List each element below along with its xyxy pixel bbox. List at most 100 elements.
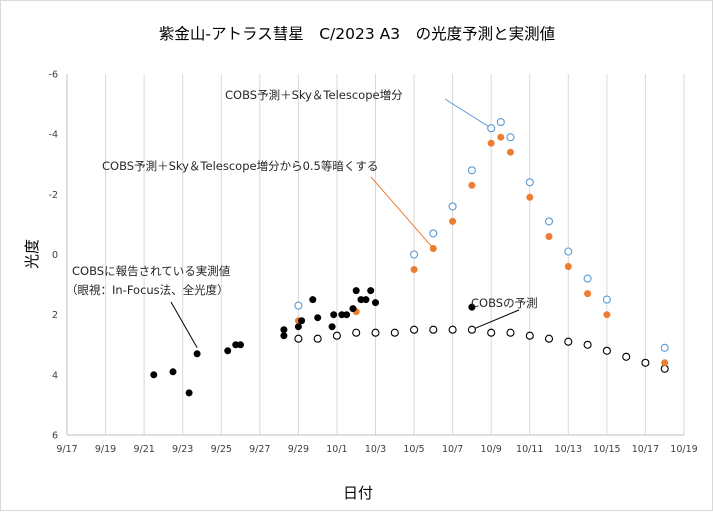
x-tick-label: 10/17 xyxy=(632,444,659,455)
annotation-st-increment-minus-half: COBS予測＋Sky＆Telescope増分から0.5等暗くする xyxy=(102,159,378,173)
x-axis-title: 日付 xyxy=(343,484,373,502)
x-tick-label: 10/3 xyxy=(365,444,386,455)
data-point xyxy=(429,325,438,334)
data-point xyxy=(313,334,322,343)
data-point xyxy=(237,341,245,349)
data-point xyxy=(367,287,375,295)
data-point xyxy=(314,314,322,322)
data-point xyxy=(330,311,338,319)
data-point xyxy=(506,328,515,337)
data-point xyxy=(410,265,418,273)
data-point xyxy=(487,328,496,337)
data-point xyxy=(294,334,303,343)
data-point xyxy=(169,368,177,376)
x-tick-label: 9/21 xyxy=(133,444,154,455)
data-point xyxy=(496,118,505,127)
data-point xyxy=(294,301,303,310)
y-tick-label: 4 xyxy=(52,370,58,381)
data-point xyxy=(390,328,399,337)
data-point xyxy=(294,323,302,331)
data-point xyxy=(544,334,554,343)
y-tick-label: -6 xyxy=(49,70,58,81)
x-tick-label: 9/25 xyxy=(211,444,232,455)
data-point xyxy=(506,148,514,156)
x-tick-label: 9/17 xyxy=(56,444,77,455)
data-point xyxy=(525,178,534,187)
data-point xyxy=(410,250,419,259)
data-point xyxy=(545,233,553,241)
data-point xyxy=(150,371,158,379)
data-point xyxy=(564,262,572,270)
data-point xyxy=(328,323,336,331)
data-point xyxy=(487,139,495,147)
data-point xyxy=(349,305,357,313)
data-point xyxy=(352,328,361,337)
y-tick-label: 0 xyxy=(52,250,58,261)
annotation-st-increment: COBS予測＋Sky＆Telescope増分 xyxy=(225,88,403,102)
data-point xyxy=(468,181,476,189)
data-point xyxy=(564,337,573,346)
x-tick-label: 10/11 xyxy=(516,444,543,455)
annotation-leaders xyxy=(170,98,520,349)
x-tick-label: 10/19 xyxy=(670,444,697,455)
data-point xyxy=(309,296,317,304)
data-point xyxy=(622,352,631,361)
data-point xyxy=(448,325,457,334)
annotation-observed-line1: COBSに報告されている実測値 xyxy=(72,264,231,278)
data-point xyxy=(660,364,669,373)
annotation-observed-line2: （眼視：In-Focus法、全光度） xyxy=(66,283,229,297)
data-point xyxy=(224,347,232,355)
data-point xyxy=(280,326,288,334)
data-point xyxy=(506,133,515,142)
gridlines xyxy=(105,74,685,435)
data-point xyxy=(526,193,534,201)
series-1 xyxy=(294,325,669,373)
data-point xyxy=(343,311,351,319)
data-point xyxy=(448,202,457,211)
data-series xyxy=(150,118,669,397)
data-point xyxy=(584,290,592,298)
data-point xyxy=(429,229,438,238)
data-point xyxy=(660,343,669,352)
data-point xyxy=(603,311,611,319)
data-point xyxy=(298,317,306,325)
data-point xyxy=(429,245,437,253)
data-point xyxy=(487,124,496,133)
leader-cobs-prediction xyxy=(471,309,520,331)
series-2 xyxy=(294,118,669,352)
data-point xyxy=(544,217,554,226)
data-point xyxy=(467,325,476,334)
leader-st-increment-minus-half xyxy=(370,176,434,249)
y-tick-label: 2 xyxy=(52,310,58,321)
data-point xyxy=(602,346,611,355)
data-point xyxy=(449,217,457,225)
y-axis-title: 光度 xyxy=(23,239,41,269)
data-point xyxy=(371,299,379,307)
x-tick-label: 10/9 xyxy=(481,444,502,455)
chart-title: 紫金山-アトラス彗星 C/2023 A3 の光度予測と実測値 xyxy=(159,25,555,43)
data-point xyxy=(332,331,341,340)
x-tick-label: 10/13 xyxy=(555,444,582,455)
data-point xyxy=(583,274,592,283)
series-0 xyxy=(150,287,476,397)
data-point xyxy=(467,166,476,175)
data-point xyxy=(641,358,650,367)
data-point xyxy=(410,325,419,334)
data-point xyxy=(661,359,669,367)
y-tick-label: 6 xyxy=(52,431,58,442)
y-tick-label: -2 xyxy=(49,190,58,201)
leader-st-increment xyxy=(444,98,492,129)
x-tick-label: 9/27 xyxy=(249,444,270,455)
y-tick-labels: -6 -4 -2 0 2 4 6 xyxy=(49,70,58,442)
x-tick-label: 9/19 xyxy=(95,444,116,455)
data-point xyxy=(371,328,380,337)
data-point xyxy=(280,332,288,340)
annotations: COBS予測＋Sky＆Telescope増分 COBS予測＋Sky＆Telesc… xyxy=(66,88,538,310)
x-tick-label: 9/23 xyxy=(172,444,193,455)
data-point xyxy=(185,389,193,397)
x-tick-label: 9/29 xyxy=(288,444,309,455)
data-point xyxy=(468,303,476,311)
data-point xyxy=(497,133,505,141)
